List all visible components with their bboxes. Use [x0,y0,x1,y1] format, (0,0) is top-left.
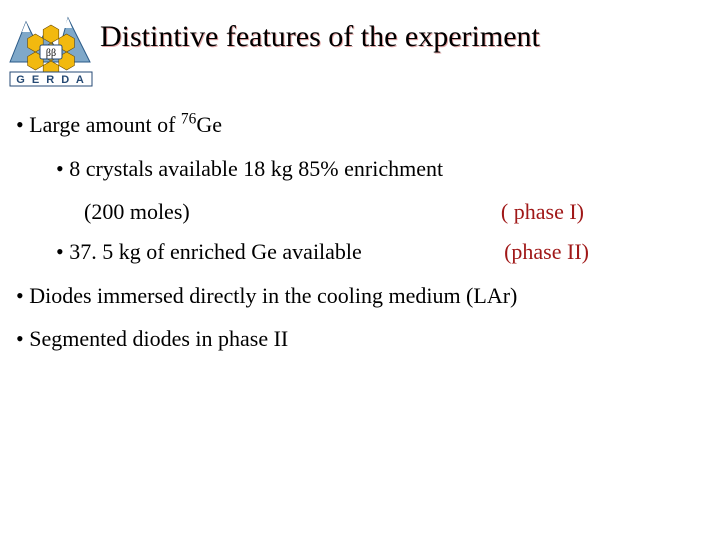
slide-title: Distintive features of the experiment [100,20,540,54]
bullet-crystals-subline: (200 moles) ( phase I) [16,197,704,227]
bullet-diodes-lar: • Diodes immersed directly in the coolin… [16,281,704,311]
bullet-enriched-ge: • 37. 5 kg of enriched Ge available (pha… [16,237,704,267]
gerda-logo: ββ G E R D A [8,10,94,88]
moles-note: (200 moles) [16,197,190,227]
logo-badge-text: ββ [46,48,56,59]
bullet-crystals: • 8 crystals available 18 kg 85% enrichm… [16,154,704,184]
phase-1-label: ( phase I) [501,197,704,227]
slide-body: • Large amount of 76Ge • 8 crystals avai… [16,110,704,368]
phase-2-label: (phase II) [504,237,704,267]
bullet-large-amount: • Large amount of 76Ge [16,110,704,140]
bullet-text: • Large amount of [16,112,181,137]
isotope-superscript: 76 [181,111,196,128]
enriched-ge-text: • 37. 5 kg of enriched Ge available [56,237,362,267]
isotope-symbol: Ge [196,112,222,137]
logo-gerda-text: G E R D A [16,74,86,86]
bullet-segmented: • Segmented diodes in phase II [16,324,704,354]
